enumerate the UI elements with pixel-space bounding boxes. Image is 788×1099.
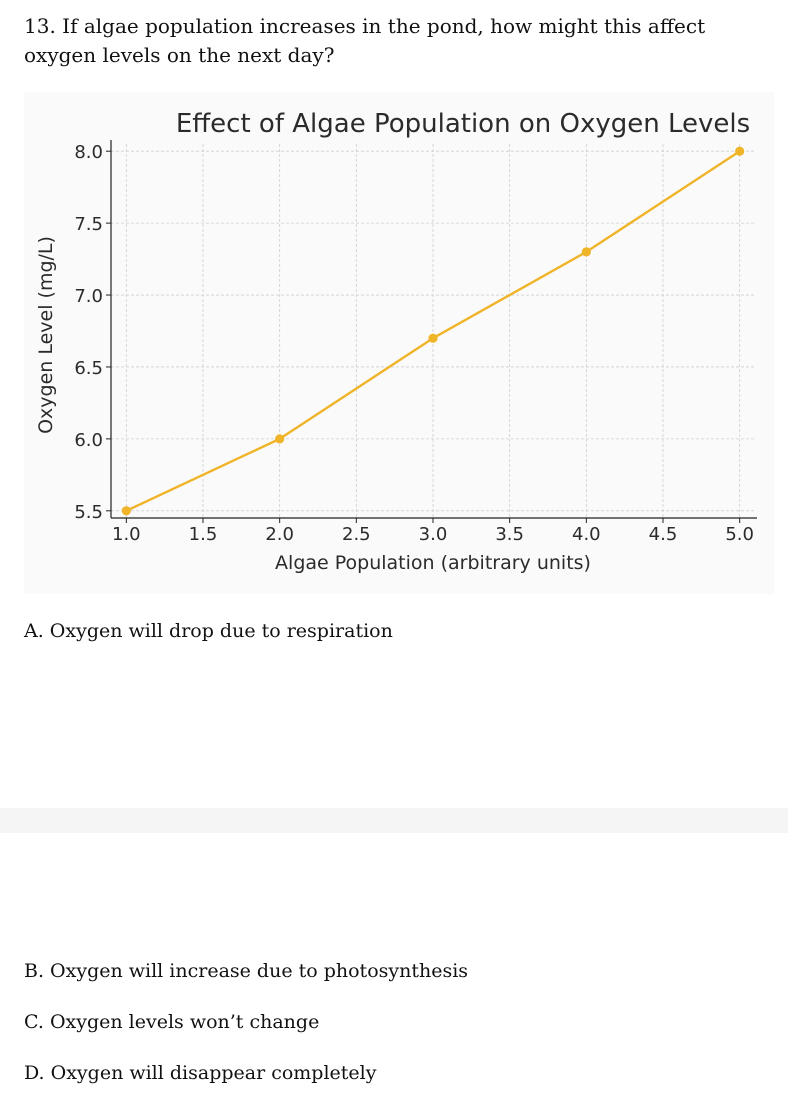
data-point <box>121 506 131 516</box>
data-point <box>275 434 285 444</box>
data-point <box>581 247 591 257</box>
x-tick-label: 3.0 <box>419 524 448 545</box>
section-divider <box>0 808 788 833</box>
x-tick-label: 3.5 <box>495 524 524 545</box>
y-tick-label: 5.5 <box>74 502 103 523</box>
x-tick-label: 2.0 <box>265 524 294 545</box>
x-tick-label: 4.0 <box>572 524 601 545</box>
option-c[interactable]: C. Oxygen levels won’t change <box>24 1011 320 1033</box>
option-d[interactable]: D. Oxygen will disappear completely <box>24 1062 377 1084</box>
x-tick-label: 2.5 <box>342 524 371 545</box>
x-tick-label: 1.5 <box>189 524 218 545</box>
y-tick-label: 7.0 <box>74 286 103 307</box>
question-text: 13. If algae population increases in the… <box>24 14 706 67</box>
oxygen-line-chart: 1.0 1.5 2.0 2.5 3.0 3.5 4.0 4.5 5.0 5.5 6.0 6.5 7.0 7… <box>24 92 774 594</box>
x-axis-label: Algae Population (arbitrary units) <box>275 552 591 574</box>
x-tick-label: 5.0 <box>725 524 754 545</box>
y-tick-label: 6.5 <box>74 358 103 379</box>
y-tick-label: 7.5 <box>74 214 103 235</box>
x-tick-label: 1.0 <box>112 524 141 545</box>
y-tick-label: 6.0 <box>74 430 103 451</box>
option-b[interactable]: B. Oxygen will increase due to photosynt… <box>24 960 469 982</box>
chart-title: Effect of Algae Population on Oxygen Lev… <box>176 109 750 139</box>
x-tick-label: 4.5 <box>649 524 678 545</box>
data-point <box>735 146 745 156</box>
data-point <box>428 333 438 343</box>
y-tick-label: 8.0 <box>74 142 103 163</box>
chart-svg: 1.0 1.5 2.0 2.5 3.0 3.5 4.0 4.5 5.0 5.5 6.0 6.5 7.0 7… <box>35 109 757 574</box>
option-a[interactable]: A. Oxygen will drop due to respiration <box>24 620 393 642</box>
y-axis-label: Oxygen Level (mg/L) <box>35 236 57 434</box>
